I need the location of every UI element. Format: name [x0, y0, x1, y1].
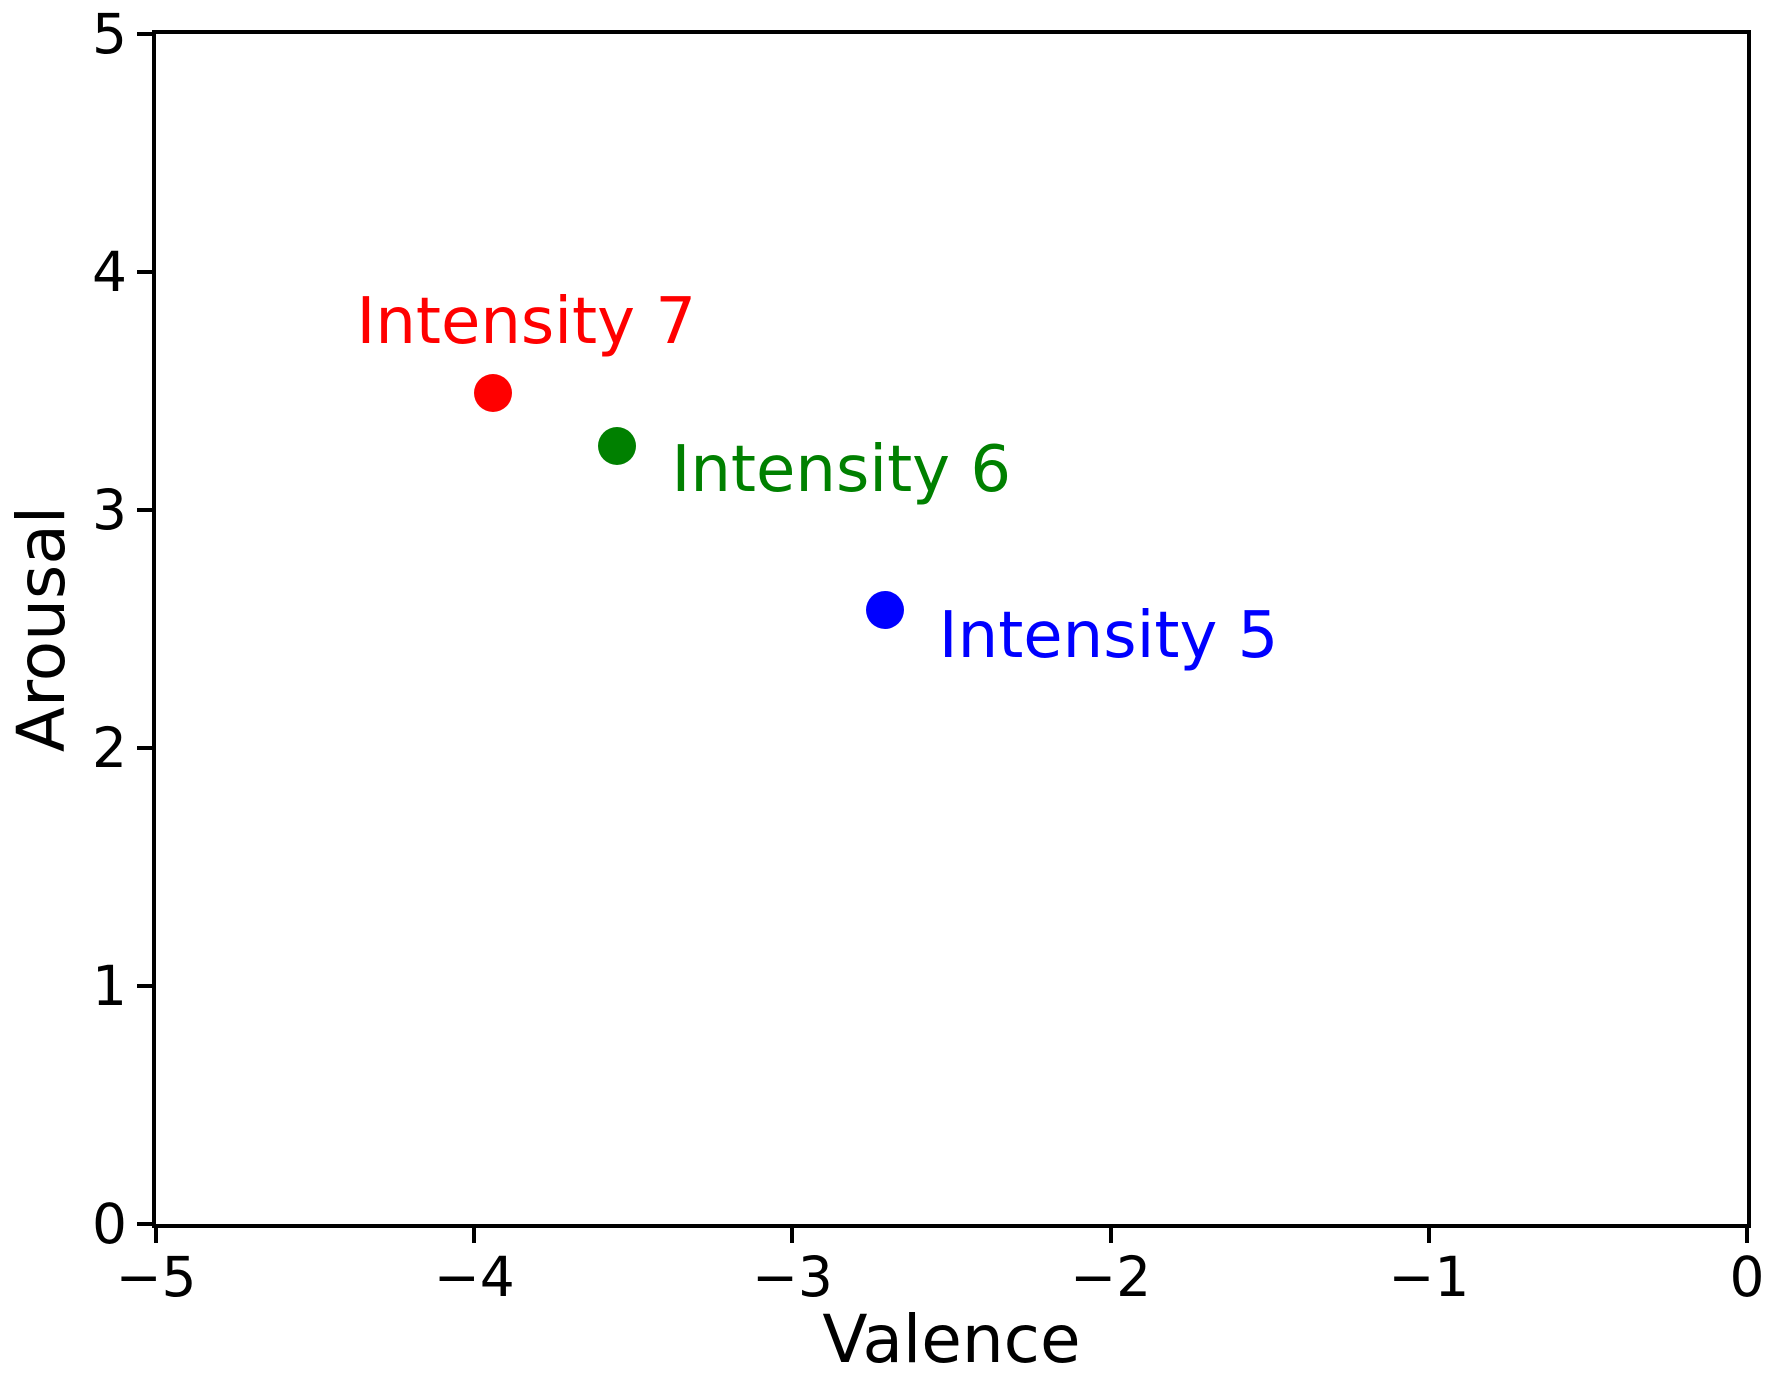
y-tick-label: 4	[92, 240, 127, 304]
x-tick-label: −5	[115, 1245, 197, 1309]
y-axis-label: Arousal	[3, 505, 80, 753]
plot-area	[152, 30, 1751, 1228]
y-tick	[137, 508, 152, 512]
x-tick-label: −1	[1388, 1245, 1470, 1309]
data-point	[474, 374, 513, 413]
data-point-label: Intensity 6	[671, 432, 1012, 507]
x-tick-label: −4	[433, 1245, 515, 1309]
y-tick	[137, 746, 152, 750]
x-tick	[472, 1228, 477, 1243]
data-point-label: Intensity 5	[938, 599, 1279, 674]
data-point	[865, 590, 904, 629]
x-axis-label: Valence	[822, 1301, 1081, 1378]
y-tick-label: 2	[92, 716, 127, 780]
data-point-label: Intensity 7	[356, 285, 697, 360]
x-tick-label: −2	[1070, 1245, 1152, 1309]
y-tick-label: 1	[92, 954, 127, 1018]
y-tick	[137, 984, 152, 988]
x-tick	[154, 1228, 158, 1243]
y-tick-label: 3	[92, 478, 127, 542]
data-point	[598, 426, 637, 465]
y-tick	[137, 270, 152, 274]
x-tick-label: 0	[1729, 1245, 1765, 1309]
x-tick	[790, 1228, 795, 1243]
x-tick	[1108, 1228, 1113, 1243]
x-tick	[1745, 1228, 1749, 1243]
x-tick-label: −3	[751, 1245, 833, 1309]
x-tick	[1426, 1228, 1431, 1243]
y-tick	[137, 1222, 152, 1226]
y-tick-label: 5	[92, 2, 127, 66]
y-tick	[137, 32, 152, 36]
y-tick-label: 0	[92, 1192, 127, 1256]
